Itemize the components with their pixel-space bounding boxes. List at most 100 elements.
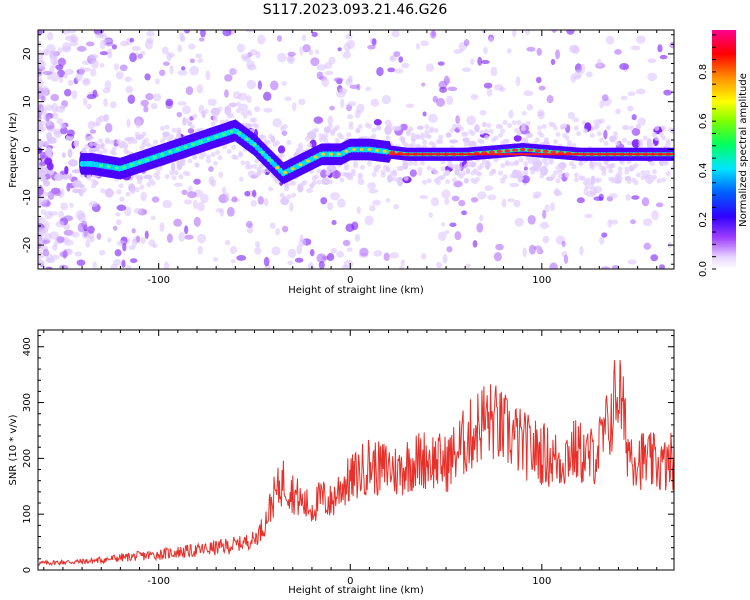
noise-blob — [146, 30, 155, 37]
haze-blob — [366, 161, 372, 167]
haze-blob — [543, 137, 549, 143]
noise-blob — [229, 246, 238, 254]
ridge-peak — [550, 150, 557, 154]
noise-blob — [184, 225, 189, 235]
haze-blob — [302, 180, 308, 186]
noise-blob — [46, 31, 54, 41]
haze-blob — [245, 160, 251, 166]
noise-blob — [381, 94, 391, 105]
noise-blob — [72, 188, 82, 194]
noise-blob — [324, 70, 334, 76]
haze-blob — [474, 176, 480, 182]
haze-blob — [493, 135, 499, 141]
noise-blob — [601, 232, 608, 238]
noise-blob — [38, 101, 42, 106]
haze-blob — [532, 161, 538, 167]
spectrogram-xtick-label: -100 — [147, 275, 170, 286]
noise-blob — [53, 130, 62, 136]
noise-blob — [437, 231, 447, 241]
haze-blob — [334, 137, 340, 143]
noise-blob — [455, 115, 460, 125]
haze-blob — [238, 152, 244, 158]
noise-blob — [115, 212, 121, 217]
spectrogram-ylabel: Frequency (Hz) — [8, 112, 19, 188]
noise-blob — [440, 222, 446, 227]
noise-blob — [87, 120, 95, 130]
noise-blob — [394, 68, 404, 74]
noise-blob — [580, 63, 586, 74]
haze-blob — [486, 122, 492, 128]
haze-blob — [146, 182, 152, 188]
colorbar-tick-label: 0.2 — [698, 212, 709, 228]
noise-blob — [40, 95, 46, 102]
haze-blob — [520, 126, 526, 132]
noise-blob — [90, 59, 99, 70]
noise-blob — [486, 88, 493, 97]
noise-blob — [596, 58, 602, 68]
noise-blob — [477, 56, 483, 66]
haze-blob — [449, 163, 455, 169]
haze-blob — [171, 127, 177, 133]
noise-blob — [425, 63, 435, 72]
noise-blob — [98, 249, 106, 256]
noise-blob — [574, 69, 583, 78]
noise-blob — [376, 66, 384, 77]
haze-blob — [562, 123, 568, 129]
haze-blob — [422, 139, 428, 145]
haze-blob — [132, 138, 138, 144]
haze-blob — [235, 101, 241, 107]
haze-blob — [645, 170, 651, 176]
haze-blob — [596, 131, 602, 137]
noise-blob — [309, 249, 315, 257]
noise-blob — [200, 193, 209, 204]
noise-blob — [130, 258, 138, 264]
noise-blob — [528, 244, 536, 255]
noise-blob — [579, 246, 584, 256]
noise-blob — [76, 259, 86, 266]
noise-blob — [280, 125, 285, 132]
noise-blob — [58, 105, 66, 110]
noise-blob — [68, 159, 78, 167]
noise-blob — [536, 47, 542, 56]
noise-blob — [523, 90, 534, 97]
haze-blob — [408, 126, 414, 132]
haze-blob — [205, 158, 211, 164]
noise-blob — [119, 64, 128, 72]
noise-blob — [643, 242, 652, 250]
colorbar-ticks: 0.0 0.2 0.4 0.6 0.8 — [698, 34, 716, 277]
noise-blob — [249, 49, 258, 56]
ridge-peak — [99, 163, 104, 167]
haze-blob — [433, 169, 439, 175]
haze-blob — [576, 130, 582, 136]
noise-blob — [106, 48, 113, 54]
haze-blob — [617, 166, 623, 172]
ridge-peak — [237, 131, 242, 135]
spectrogram-ytick-label: -20 — [22, 237, 33, 253]
noise-blob — [64, 68, 74, 76]
noise-blob — [576, 197, 585, 204]
haze-blob — [440, 166, 446, 172]
haze-blob — [553, 169, 559, 175]
noise-blob — [477, 191, 487, 200]
noise-blob — [631, 195, 640, 200]
haze-blob — [265, 139, 271, 145]
noise-blob — [257, 34, 266, 45]
ridge-peak — [519, 148, 526, 151]
noise-blob — [119, 196, 125, 202]
noise-blob — [607, 219, 612, 228]
noise-blob — [669, 41, 674, 49]
noise-blob — [630, 219, 636, 225]
haze-blob — [171, 175, 177, 181]
haze-blob — [371, 133, 377, 139]
noise-blob — [466, 115, 476, 126]
noise-blob — [320, 169, 328, 179]
noise-blob — [257, 80, 262, 90]
noise-blob — [67, 148, 73, 158]
noise-blob — [85, 41, 95, 47]
haze-blob — [93, 180, 99, 186]
haze-blob — [380, 169, 386, 175]
noise-blob — [532, 194, 540, 199]
noise-blob — [539, 221, 550, 230]
noise-blob — [63, 88, 72, 97]
noise-blob — [198, 104, 205, 114]
